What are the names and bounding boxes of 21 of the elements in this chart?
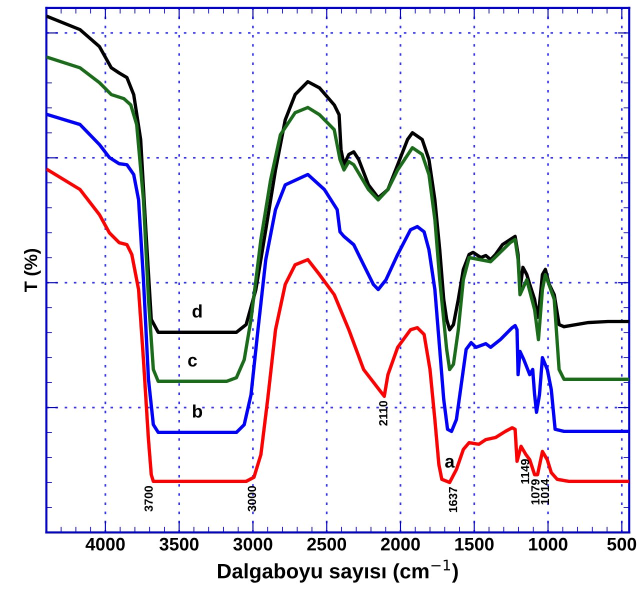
x-tick-label: 2500 <box>307 538 346 551</box>
series-label: a <box>445 458 455 468</box>
x-tick-label: 4000 <box>86 538 125 551</box>
annotation: 1149 <box>520 459 530 484</box>
x-tick-label: 500 <box>607 538 636 551</box>
annotation: 1014 <box>540 478 550 504</box>
x-tick-label: 1000 <box>529 538 568 551</box>
annotation: 1079 <box>531 479 540 504</box>
x-axis-title: Dalgaboyu sayısı (cm$^{−1}$) <box>218 560 458 583</box>
series-label: b <box>192 404 202 418</box>
x-tick-label: 3500 <box>159 538 199 551</box>
annotation: 1637 <box>448 487 458 512</box>
annotation: 3700 <box>144 486 153 512</box>
x-tick-label: 3000 <box>233 538 272 551</box>
series-label: c <box>188 356 197 367</box>
series-label: d <box>192 304 202 318</box>
y-axis-title: T (%) <box>24 249 41 292</box>
annotation: 2110 <box>379 400 388 426</box>
annotation: 3000 <box>248 486 256 512</box>
x-tick-label: 1500 <box>455 538 494 551</box>
x-tick-label: 2000 <box>381 538 420 551</box>
